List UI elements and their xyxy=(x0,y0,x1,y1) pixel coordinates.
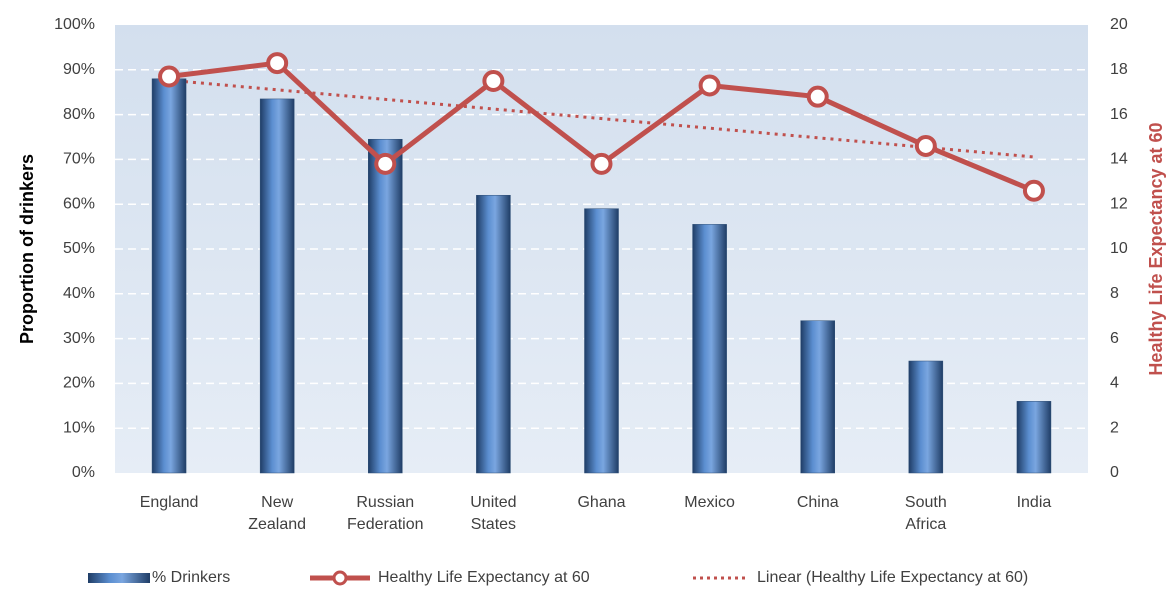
y-tick-label: 0% xyxy=(72,464,95,481)
x-tick-label: England xyxy=(139,494,199,511)
bar xyxy=(1016,401,1052,474)
y-tick-label: 20% xyxy=(63,375,95,392)
x-tick-label: Mexico xyxy=(684,494,735,511)
y2-tick-label: 18 xyxy=(1110,61,1128,78)
line-marker xyxy=(1022,179,1045,202)
y-axis-title: Proportion of drinkers xyxy=(17,154,37,344)
y2-tick-label: 6 xyxy=(1110,330,1119,347)
y2-axis-title: Healthy Life Expectancy at 60 xyxy=(1146,122,1166,375)
y2-tick-label: 2 xyxy=(1110,419,1119,436)
y2-tick-label: 14 xyxy=(1110,151,1128,168)
x-tick-label: Ghana xyxy=(577,494,626,511)
line-marker xyxy=(482,70,505,92)
legend-swatch xyxy=(88,573,150,583)
line-marker xyxy=(158,65,181,88)
y-tick-label: 30% xyxy=(63,330,95,347)
x-tick-label: Russian Federation xyxy=(347,494,424,533)
y-tick-label: 40% xyxy=(63,285,95,302)
line-marker xyxy=(698,74,721,97)
y2-tick-label: 12 xyxy=(1110,195,1128,212)
y2-tick-label: 20 xyxy=(1110,16,1128,33)
y2-tick-label: 4 xyxy=(1110,375,1119,392)
trendline xyxy=(168,78,1035,159)
legend-label: Healthy Life Expectancy at 60 xyxy=(378,569,590,586)
y-tick-label: 50% xyxy=(63,240,95,257)
bar xyxy=(476,194,511,474)
line-marker xyxy=(806,85,829,108)
y-tick-label: 80% xyxy=(63,106,95,123)
x-tick-label: South Africa xyxy=(904,494,947,533)
bar xyxy=(368,138,403,474)
y2-tick-label: 8 xyxy=(1110,285,1119,302)
line-marker xyxy=(266,52,289,75)
x-tick-label: China xyxy=(796,494,839,511)
y2-tick-label: 16 xyxy=(1110,106,1128,123)
x-tick-label: New Zealand xyxy=(248,494,307,533)
y2-tick-label: 0 xyxy=(1110,464,1119,481)
bar xyxy=(151,78,187,474)
bar xyxy=(259,98,295,474)
y-tick-label: 100% xyxy=(54,16,95,33)
bar xyxy=(800,320,835,474)
line-marker xyxy=(914,134,937,157)
legend-swatch xyxy=(332,570,348,586)
x-tick-label: India xyxy=(1016,494,1052,511)
y-tick-label: 70% xyxy=(63,151,95,168)
bar xyxy=(908,360,944,474)
legend-label: Linear (Healthy Life Expectancy at 60) xyxy=(757,569,1028,586)
y-tick-label: 60% xyxy=(63,195,95,212)
line-marker xyxy=(590,152,613,175)
legend-label: % Drinkers xyxy=(152,569,230,586)
x-tick-label: United States xyxy=(470,494,517,533)
y-tick-label: 10% xyxy=(63,419,95,436)
y-tick-label: 90% xyxy=(63,61,95,78)
bar xyxy=(692,224,727,474)
line-marker xyxy=(374,152,397,175)
bar xyxy=(584,208,619,474)
y2-tick-label: 10 xyxy=(1110,240,1128,257)
